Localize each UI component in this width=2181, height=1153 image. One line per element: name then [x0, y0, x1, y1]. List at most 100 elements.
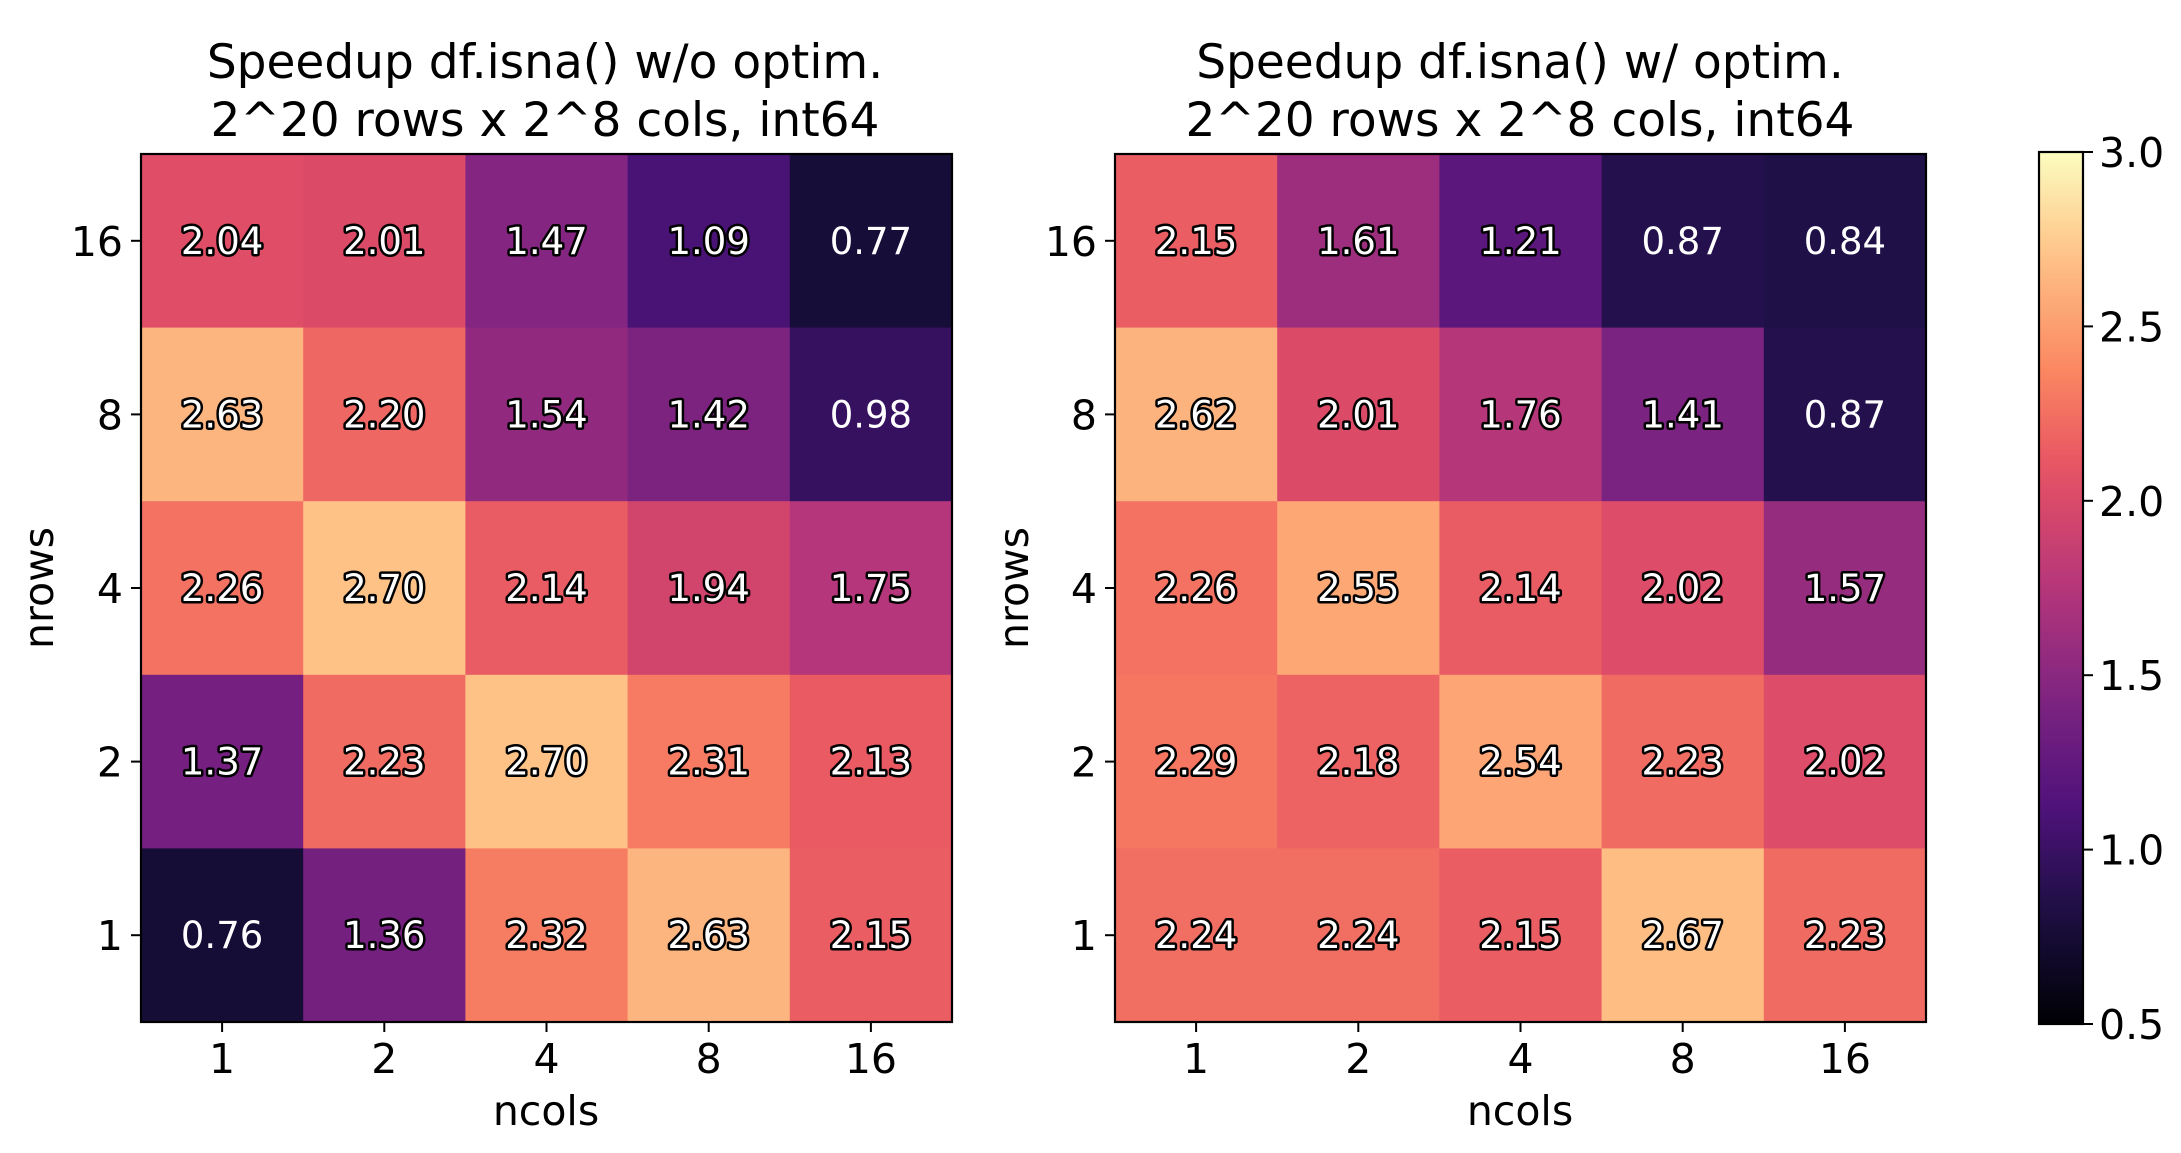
y-tick-label: 1: [97, 912, 123, 960]
cell-value-label: 2.29: [1155, 741, 1237, 784]
cell-value-label: 2.15: [830, 914, 912, 957]
y-tick-label: 8: [1071, 391, 1097, 439]
heatmap-cell: [303, 848, 466, 1023]
heatmap-cell: [303, 327, 466, 502]
cell-value-label: 2.63: [181, 393, 263, 436]
x-axis-ticks: 1 2 4 8 16: [1183, 1022, 1871, 1083]
cell-value-label: 2.63: [668, 914, 750, 957]
cell-value-label: 1.57: [1804, 567, 1886, 610]
heatmap-cell: [1763, 154, 1927, 329]
heatmap-cell: [1115, 674, 1278, 849]
cell-value-label: 1.94: [668, 567, 750, 610]
x-tick-label: 2: [371, 1035, 397, 1083]
cell-value-label: 2.55: [1317, 567, 1399, 610]
heatmap-cell: [303, 154, 466, 329]
heatmap-cell: [141, 848, 304, 1023]
cell-value-label: 2.20: [343, 393, 425, 436]
cell-value-label: 2.23: [343, 741, 425, 784]
heatmap-cell: [141, 501, 304, 676]
heatmap-cell: [1763, 327, 1927, 502]
cell-value-label: 2.23: [1804, 914, 1886, 957]
cell-value-label: 1.42: [668, 393, 750, 436]
heatmap-cell: [789, 327, 953, 502]
heatmap-cell: [1763, 848, 1927, 1023]
cell-value-label: 2.32: [505, 914, 587, 957]
y-tick-label: 4: [1071, 565, 1097, 613]
cell-value-label: 2.02: [1804, 741, 1886, 784]
heatmap-cell: [303, 674, 466, 849]
cell-value-label: 2.14: [1479, 567, 1561, 610]
cell-value-label: 2.62: [1155, 393, 1237, 436]
heatmap-cell: [1439, 848, 1603, 1023]
x-axis-label: ncols: [1467, 1087, 1573, 1135]
heatmap-cell: [789, 501, 953, 676]
cell-value-label: 1.76: [1479, 393, 1561, 436]
heatmap-cell: [1601, 154, 1765, 329]
heatmap-cell: [789, 154, 953, 329]
cell-value-label: 2.02: [1642, 567, 1724, 610]
y-axis-ticks: 16 8 4 2 1: [1045, 218, 1115, 960]
heatmap-cells: 2.04 2.01 1.47 1.09 0.77 2.63 2.20 1.54 1.42 0.98…: [141, 154, 953, 1023]
heatmap-cell: [1115, 501, 1278, 676]
chart-title-line-1: Speedup df.isna() w/ optim.: [1196, 35, 1844, 90]
cell-value-label: 1.54: [505, 393, 587, 436]
heatmap-cell: [465, 674, 629, 849]
heatmap-cell: [465, 501, 629, 676]
cell-value-label: 0.87: [1804, 393, 1886, 436]
cell-value-label: 1.36: [343, 914, 425, 957]
heatmap-cell: [1601, 848, 1765, 1023]
cell-value-label: 1.47: [505, 220, 587, 263]
x-tick-label: 1: [1183, 1035, 1209, 1083]
colorbar-tick-label: 1.0: [2099, 827, 2164, 875]
heatmap-cell: [1115, 848, 1278, 1023]
cell-value-label: 2.01: [343, 220, 425, 263]
colorbar-tick-label: 2.0: [2099, 478, 2164, 526]
plot-frame: [139, 152, 954, 1024]
y-axis-label: nrows: [15, 527, 63, 649]
cell-value-label: 2.26: [1155, 567, 1237, 610]
cell-value-label: 0.98: [830, 393, 912, 436]
heatmap-cell: [465, 154, 629, 329]
colorbar-ticks: 0.5 1.0 1.5 2.0 2.5 3.0: [2083, 129, 2164, 1049]
heatmap-cell: [627, 327, 791, 502]
x-tick-label: 16: [845, 1035, 897, 1083]
cell-value-label: 1.09: [668, 220, 750, 263]
plot-frame: [1113, 152, 1928, 1024]
cell-value-label: 2.15: [1155, 220, 1237, 263]
heatmap-cell: [789, 848, 953, 1023]
heatmap-cell: [1601, 674, 1765, 849]
x-tick-label: 1: [209, 1035, 235, 1083]
heatmap-cell: [627, 501, 791, 676]
colorbar-tick-label: 1.5: [2099, 652, 2164, 700]
x-tick-label: 2: [1345, 1035, 1371, 1083]
cell-value-label: 1.37: [181, 741, 263, 784]
chart-title-line-1: Speedup df.isna() w/o optim.: [207, 35, 883, 90]
heatmap-cell: [1277, 501, 1440, 676]
cell-value-label: 2.70: [343, 567, 425, 610]
cell-value-label: 2.54: [1479, 741, 1561, 784]
cell-value-label: 2.18: [1317, 741, 1399, 784]
heatmap-cell: [1439, 154, 1603, 329]
cell-value-label: 0.76: [181, 914, 263, 957]
heatmap-cell: [627, 674, 791, 849]
x-tick-label: 8: [696, 1035, 722, 1083]
x-tick-label: 4: [533, 1035, 559, 1083]
y-tick-label: 16: [1045, 218, 1097, 266]
chart-title-line-2: 2^20 rows x 2^8 cols, int64: [211, 93, 880, 148]
cell-value-label: 0.77: [830, 220, 912, 263]
heatmap-cell: [1439, 674, 1603, 849]
x-axis-ticks: 1 2 4 8 16: [209, 1022, 897, 1083]
cell-value-label: 2.23: [1642, 741, 1724, 784]
cell-value-label: 1.75: [830, 567, 912, 610]
cell-value-label: 1.41: [1642, 393, 1724, 436]
y-tick-label: 1: [1071, 912, 1097, 960]
colorbar-tick-label: 3.0: [2099, 129, 2164, 177]
heatmap-cell: [303, 501, 466, 676]
heatmap-cell: [1277, 848, 1440, 1023]
cell-value-label: 2.26: [181, 567, 263, 610]
cell-value-label: 2.13: [830, 741, 912, 784]
cell-value-label: 0.87: [1642, 220, 1724, 263]
cell-value-label: 2.14: [505, 567, 587, 610]
heatmap-cell: [1277, 154, 1440, 329]
heatmap-cell: [789, 674, 953, 849]
